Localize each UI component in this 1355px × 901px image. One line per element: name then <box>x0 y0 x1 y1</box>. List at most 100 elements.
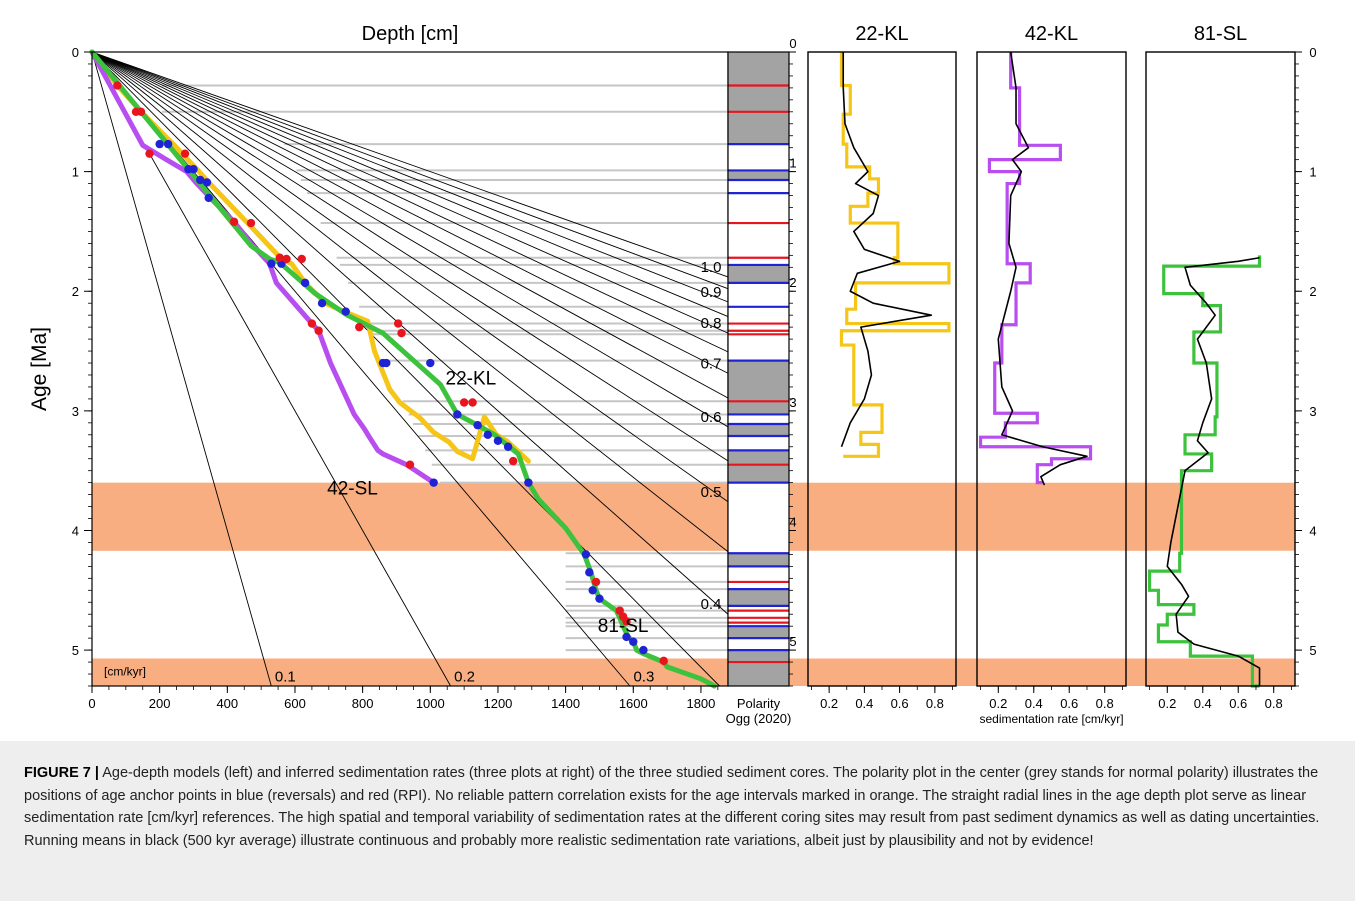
age-depth-line-81-SL <box>89 49 717 689</box>
rate-tick-label-81-SL-3: 0.8 <box>1265 696 1283 711</box>
anchor-point-blue-21 <box>581 550 591 559</box>
anchor-point-blue-17 <box>483 430 493 439</box>
anchor-point-blue-19 <box>503 442 513 451</box>
mid-age-tick-label-1: 1 <box>789 156 796 171</box>
anchor-point-blue-15 <box>453 410 462 419</box>
anchor-point-blue-24 <box>595 594 604 603</box>
age-depth-title: Depth [cm] <box>362 23 459 45</box>
age-tick-label-0: 0 <box>72 45 79 60</box>
right-age-tick-label-0: 0 <box>1309 45 1316 60</box>
rate-reference-line-11 <box>91 51 729 353</box>
anchor-point-red-7 <box>275 253 284 262</box>
right-age-tick-label-1: 1 <box>1309 165 1316 180</box>
anchor-point-red-13 <box>393 319 403 328</box>
rate-reference-line-5 <box>91 51 729 553</box>
depth-tick-label-9: 1800 <box>686 696 715 711</box>
anchor-point-red-4 <box>180 149 190 158</box>
mid-age-tick-label-5: 5 <box>789 634 796 649</box>
rate-panel-title-22-KL: 22-KL <box>855 23 908 45</box>
polarity-title-line-1: Polarity <box>737 696 781 711</box>
rate-step-81-SL <box>1147 255 1262 688</box>
anchor-point-red-19 <box>591 577 601 587</box>
rate-reference-line-12 <box>91 51 729 334</box>
series-label-42-SL: 42-SL <box>327 479 378 500</box>
rate-panel-title-42-KL: 42-KL <box>1025 23 1078 45</box>
rate-reference-line-9 <box>91 51 729 399</box>
rate-label-0.1: 0.1 <box>275 668 296 685</box>
rate-step-42-KL <box>978 52 1093 485</box>
anchor-point-blue-4 <box>196 175 205 185</box>
normal-polarity-3 <box>728 360 789 415</box>
depth-tick-label-4: 800 <box>352 696 374 711</box>
anchor-point-red-2 <box>136 107 146 117</box>
normal-polarity-2 <box>728 264 789 283</box>
depth-tick-label-1: 200 <box>149 696 171 711</box>
rate-reference-line-7 <box>91 51 729 462</box>
anchor-point-blue-28 <box>429 478 438 487</box>
rate-unit-label: [cm/kyr] <box>104 664 146 678</box>
rate-panel-title-81-SL: 81-SL <box>1194 23 1247 45</box>
rate-reference-line-1 <box>91 51 451 687</box>
rate-label-0.9: 0.9 <box>701 284 722 301</box>
rate-label-0.8: 0.8 <box>701 315 722 332</box>
anchor-point-red-18 <box>508 456 518 466</box>
figure-caption: FIGURE 7 | Age-depth models (left) and i… <box>24 762 1331 852</box>
depth-tick-label-5: 1000 <box>416 696 445 711</box>
anchor-point-blue-0 <box>155 139 164 149</box>
rate-tick-label-42-KL-3: 0.8 <box>1096 696 1114 711</box>
right-age-tick-label-2: 2 <box>1309 284 1316 299</box>
rate-label-0.5: 0.5 <box>701 484 722 501</box>
anchor-point-blue-14 <box>426 358 435 368</box>
rate-label-0.4: 0.4 <box>701 596 722 613</box>
rate-panel-bg-upper-1 <box>977 52 1126 483</box>
depth-tick-label-3: 600 <box>284 696 306 711</box>
rate-reference-line-8 <box>91 51 729 428</box>
age-tick-label-3: 3 <box>72 404 79 419</box>
rate-reference-line-6 <box>91 51 729 503</box>
rate-reference-line-16 <box>91 51 729 278</box>
anchor-point-red-17 <box>468 398 477 407</box>
depth-tick-label-6: 1200 <box>483 696 512 711</box>
anchor-point-blue-18 <box>493 436 503 445</box>
rate-reference-line-4 <box>91 51 729 615</box>
mid-age-tick-label-4: 4 <box>789 514 796 529</box>
rate-reference-line-15 <box>91 51 729 290</box>
figure-caption-text: Age-depth models (left) and inferred sed… <box>24 765 1320 849</box>
anchor-point-blue-6 <box>204 193 213 203</box>
rate-label-1.0: 1.0 <box>701 259 722 276</box>
anchor-point-red-16 <box>459 398 469 407</box>
anchor-point-red-22 <box>622 617 631 626</box>
right-age-tick-label-4: 4 <box>1309 523 1316 538</box>
rate-tick-label-81-SL-1: 0.4 <box>1194 696 1212 711</box>
rate-label-0.7: 0.7 <box>701 355 722 372</box>
anchor-point-red-12 <box>355 322 364 332</box>
running-mean-22-KL <box>840 52 933 448</box>
normal-polarity-1 <box>728 170 789 180</box>
age-depth-line-22-KL <box>89 49 531 464</box>
rate-tick-label-81-SL-0: 0.2 <box>1158 696 1176 711</box>
rate-reference-line-10 <box>91 51 729 374</box>
rate-tick-label-81-SL-2: 0.6 <box>1229 696 1247 711</box>
series-label-81-SL: 81-SL <box>598 616 649 637</box>
anchor-point-blue-1 <box>163 139 173 149</box>
depth-tick-label-0: 0 <box>88 696 95 711</box>
rate-label-0.6: 0.6 <box>701 409 722 426</box>
running-mean-42-KL <box>997 51 1088 486</box>
figure-label: FIGURE 7 | <box>24 765 99 781</box>
running-mean-81-SL <box>1166 256 1261 686</box>
age-tick-label-1: 1 <box>72 165 79 180</box>
normal-polarity-7 <box>728 589 789 606</box>
polarity-title-line-2: Ogg (2020) <box>726 711 792 726</box>
age-depth-line-42-SL <box>89 49 437 486</box>
anchor-point-blue-27 <box>639 645 648 655</box>
anchor-point-red-10 <box>307 319 317 328</box>
age-depth-frame <box>91 51 729 687</box>
depth-tick-label-7: 1400 <box>551 696 580 711</box>
anchor-point-blue-20 <box>524 478 533 487</box>
anchor-point-blue-26 <box>629 637 638 646</box>
age-tick-label-4: 4 <box>72 523 79 538</box>
normal-polarity-8 <box>728 626 789 639</box>
rate-reference-line-13 <box>91 51 729 317</box>
caption-box: FIGURE 7 | Age-depth models (left) and i… <box>0 741 1355 901</box>
rate-tick-label-22-KL-3: 0.8 <box>926 696 944 711</box>
